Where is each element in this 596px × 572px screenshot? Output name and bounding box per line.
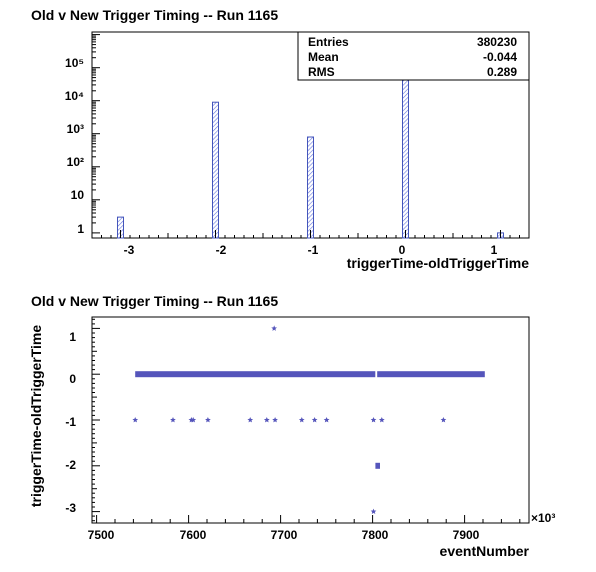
histogram-y-ticks bbox=[92, 34, 100, 234]
scatter-point bbox=[370, 508, 377, 514]
hist-x-tick-label: -1 bbox=[308, 243, 319, 257]
stats-entries-label: Entries bbox=[308, 35, 349, 49]
histogram-plot: -3 -2 -1 0 1 1 10 10² 10³ 10⁴ 10⁵ trigge… bbox=[65, 31, 530, 271]
scatter-point-band bbox=[375, 462, 380, 469]
scatter-plot: 7500 7600 7700 7800 7900 -3 -2 -1 0 1 ×1… bbox=[28, 316, 555, 559]
scatter-point-band bbox=[135, 371, 376, 378]
scatter-point bbox=[272, 417, 278, 423]
scatter-point bbox=[247, 417, 254, 423]
scatter-point bbox=[440, 417, 447, 423]
scatter-x-tick-label: 7500 bbox=[88, 528, 115, 542]
scatter-point bbox=[271, 325, 277, 331]
scatter-y-tick-label: -1 bbox=[65, 415, 76, 429]
scatter-point bbox=[378, 417, 385, 423]
scatter-point bbox=[323, 417, 330, 423]
hist-y-tick-label: 10² bbox=[67, 155, 84, 169]
stats-mean-label: Mean bbox=[308, 50, 339, 64]
stats-mean-value: -0.044 bbox=[483, 50, 517, 64]
histogram-bar bbox=[307, 136, 314, 239]
scatter-frame bbox=[91, 316, 530, 524]
scatter-point bbox=[263, 417, 270, 423]
scatter-y-tick-label: 1 bbox=[69, 330, 76, 344]
stats-rms-value: 0.289 bbox=[487, 65, 517, 79]
scatter-point bbox=[170, 417, 176, 423]
hist-x-tick-label: 0 bbox=[399, 243, 406, 257]
hist-y-tick-label: 10⁴ bbox=[65, 89, 84, 103]
hist-y-tick-label: 1 bbox=[77, 222, 84, 236]
scatter-x-tick-label: 7600 bbox=[180, 528, 207, 542]
scatter-y-axis-title: triggerTime-oldTriggerTime bbox=[28, 325, 44, 508]
histogram-x-ticks bbox=[91, 230, 530, 238]
scatter-x-tick-label: 7700 bbox=[271, 528, 298, 542]
histogram-bar bbox=[212, 101, 219, 239]
stats-rms-label: RMS bbox=[308, 65, 335, 79]
hist-x-axis-title: triggerTime-oldTriggerTime bbox=[347, 255, 530, 271]
histogram-title: Old v New Trigger Timing -- Run 1165 bbox=[31, 7, 279, 23]
hist-x-tick-label: -3 bbox=[124, 243, 135, 257]
scatter-point bbox=[298, 417, 305, 423]
scatter-point bbox=[370, 417, 377, 423]
hist-y-tick-label: 10 bbox=[71, 188, 85, 202]
hist-y-tick-label: 10⁵ bbox=[65, 56, 84, 70]
scatter-point bbox=[132, 417, 139, 423]
hist-x-tick-label: -2 bbox=[216, 243, 227, 257]
hist-y-tick-label: 10³ bbox=[67, 122, 84, 136]
scatter-point-band bbox=[377, 371, 485, 378]
scatter-x-tick-label: 7800 bbox=[362, 528, 389, 542]
scatter-y-tick-label: 0 bbox=[69, 372, 76, 386]
hist-x-tick-label: 1 bbox=[491, 243, 498, 257]
stats-entries-value: 380230 bbox=[477, 35, 517, 49]
scatter-title: Old v New Trigger Timing -- Run 1165 bbox=[31, 293, 279, 309]
scatter-point bbox=[190, 417, 197, 423]
scatter-y-tick-label: -2 bbox=[65, 458, 76, 472]
scatter-y-tick-label: -3 bbox=[65, 501, 76, 515]
scatter-x-ticks bbox=[96, 515, 521, 523]
scatter-point bbox=[311, 417, 318, 423]
stats-box bbox=[297, 31, 530, 81]
scatter-points bbox=[132, 325, 485, 514]
scatter-point bbox=[205, 417, 211, 423]
scatter-y-ticks bbox=[92, 318, 100, 522]
scatter-x-multiplier: ×10³ bbox=[531, 511, 555, 525]
scatter-x-axis-title: eventNumber bbox=[440, 543, 530, 559]
scatter-x-tick-label: 7900 bbox=[453, 528, 480, 542]
